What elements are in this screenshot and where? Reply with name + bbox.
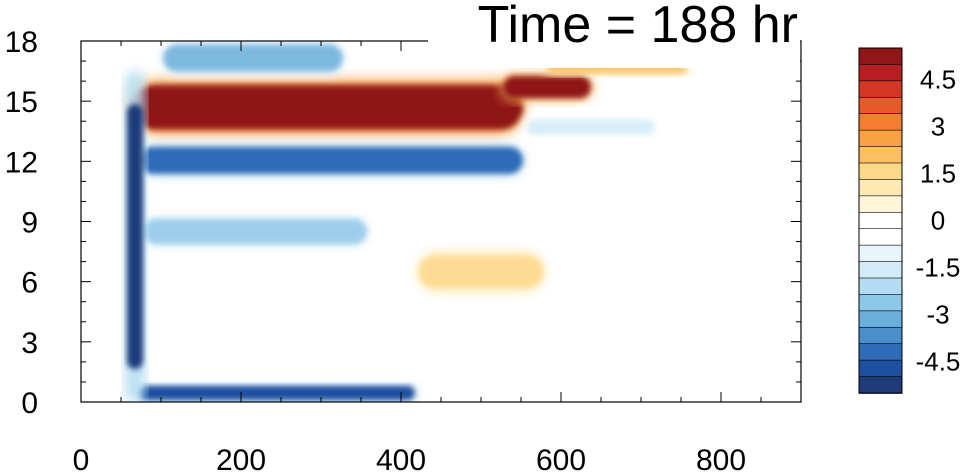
contour-feature-1 [501, 73, 593, 102]
colorbar-swatch [858, 326, 903, 345]
colorbar-frame [858, 47, 903, 394]
contour-feature-3 [525, 117, 657, 138]
x-axis: 0 200 400 600 800 [73, 41, 802, 473]
contour-core [419, 255, 543, 288]
contour-core [139, 146, 523, 174]
colorbar-swatch [858, 343, 903, 361]
colorbar-swatch [858, 146, 903, 164]
colorbar-swatch [858, 80, 903, 99]
y-tick-label: 0 [21, 387, 38, 420]
y-tick-label: 9 [21, 207, 38, 240]
colorbar-swatch [858, 277, 903, 296]
colorbar-swatch [858, 310, 903, 329]
contour-core [143, 218, 367, 245]
contour-core [503, 75, 591, 99]
contour-core [127, 104, 143, 369]
colorbar-label: 4.5 [920, 64, 956, 94]
y-tick-label: 18 [5, 26, 38, 59]
colorbar-swatch [858, 261, 903, 279]
contour-feature-5 [137, 383, 417, 402]
y-tick-label: 15 [5, 86, 38, 119]
colorbar-swatch [858, 96, 903, 115]
contour-feature-6 [125, 71, 145, 402]
colorbar-label: -3 [926, 300, 949, 330]
contour-core [527, 119, 655, 136]
colorbar: 4.5 3 1.5 0 -1.5 -3 -4.5 [858, 47, 961, 394]
y-tick-label: 6 [21, 267, 38, 300]
colorbar-swatch [858, 244, 903, 263]
colorbar-swatch [858, 211, 903, 230]
colorbar-swatch [858, 113, 903, 131]
contour-feature-9 [161, 41, 345, 76]
y-axis: 0 3 6 9 12 15 18 [5, 26, 801, 420]
contour-feature-0 [130, 79, 525, 136]
contour-feature-4 [141, 215, 369, 248]
contour-feature-2 [137, 143, 525, 178]
y-tick-label: 3 [21, 327, 38, 360]
x-tick-label: 600 [536, 444, 586, 473]
x-tick-label: 800 [696, 444, 746, 473]
contour-core [163, 44, 343, 72]
colorbar-swatch [858, 162, 903, 181]
x-tick-label: 200 [216, 444, 266, 473]
contour-feature-7 [417, 251, 545, 292]
colorbar-label: 0 [931, 206, 945, 236]
x-tick-label: 0 [73, 444, 90, 473]
colorbar-label: 3 [931, 111, 945, 141]
colorbar-swatch [858, 359, 903, 378]
colorbar-swatch [858, 195, 903, 214]
colorbar-label: 1.5 [920, 158, 956, 188]
colorbar-label: -4.5 [916, 347, 961, 377]
colorbar-swatch [858, 129, 903, 148]
colorbar-swatch [858, 228, 903, 246]
contour-field [125, 41, 689, 402]
contour-core [132, 84, 523, 130]
y-tick-label: 12 [5, 146, 38, 179]
colorbar-swatch [858, 376, 903, 394]
colorbar-swatch [858, 47, 903, 66]
chart-title: Time = 188 hr [478, 0, 798, 54]
colorbar-swatch [858, 64, 903, 82]
x-tick-label: 400 [376, 444, 426, 473]
colorbar-label: -1.5 [916, 253, 961, 283]
title-background [428, 0, 800, 68]
contour-core [139, 385, 415, 401]
colorbar-swatch [858, 294, 903, 312]
colorbar-swatch [858, 179, 903, 197]
